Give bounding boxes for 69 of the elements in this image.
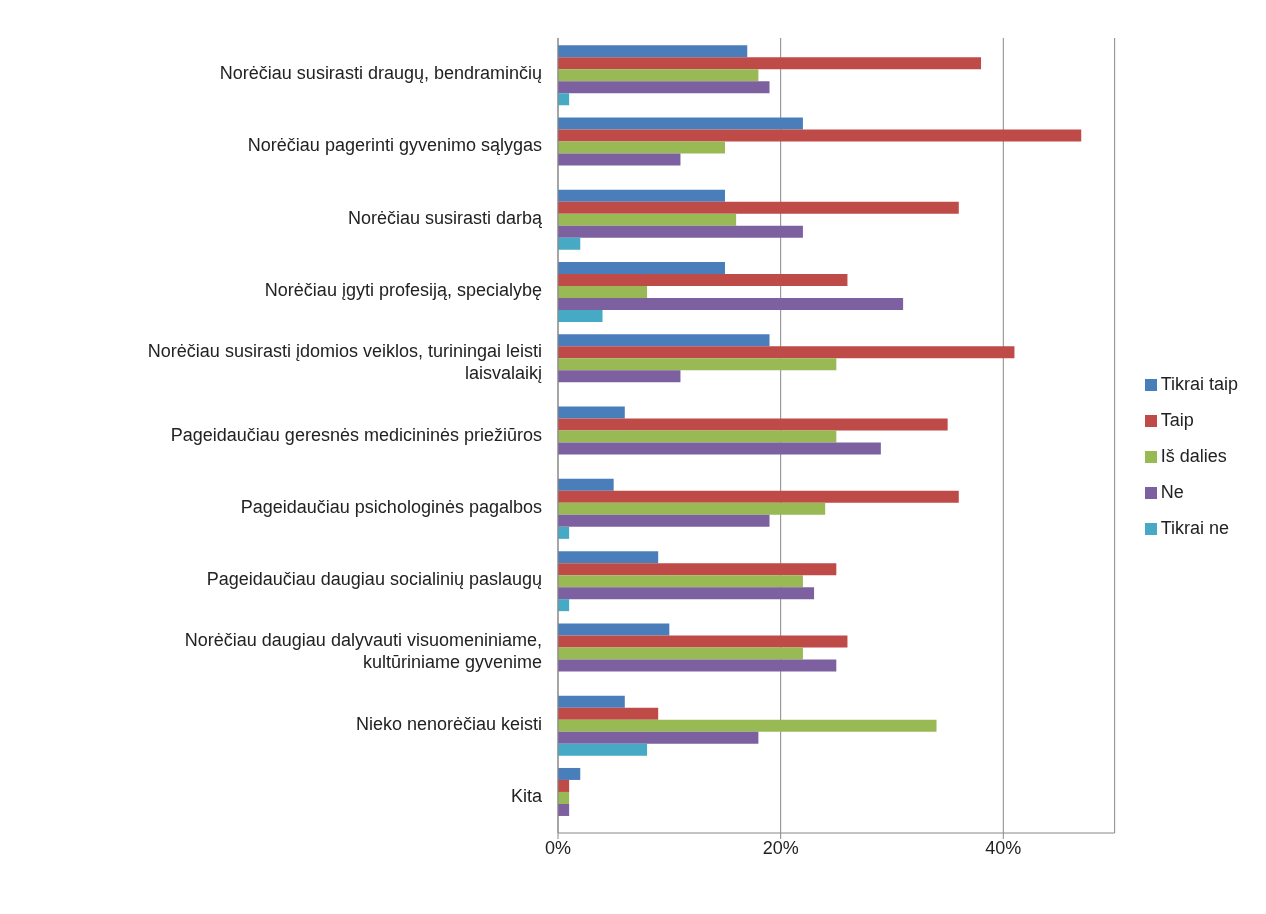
bar	[558, 647, 803, 660]
bar	[558, 57, 982, 70]
bar	[558, 623, 670, 636]
y-tick-label: Pageidaučiau daugiau socialinių paslaugų	[206, 568, 542, 589]
legend-label: Tikrai ne	[1160, 517, 1229, 538]
y-tick-label: Kita	[510, 785, 543, 806]
bar	[558, 45, 748, 58]
bar	[558, 442, 881, 455]
bar	[558, 695, 625, 708]
bar	[558, 201, 959, 214]
x-tick-label: 40%	[985, 837, 1022, 858]
bar	[558, 563, 837, 576]
bar	[558, 490, 959, 503]
bar	[558, 526, 570, 539]
bar	[558, 478, 614, 491]
bar	[558, 117, 803, 130]
bar	[558, 334, 770, 347]
bar	[558, 406, 625, 419]
legend-label: Ne	[1160, 481, 1184, 502]
bar	[558, 141, 725, 154]
bar	[558, 225, 803, 238]
bar	[558, 418, 948, 431]
bar	[558, 779, 570, 792]
legend-label: Taip	[1160, 409, 1194, 430]
bar	[558, 310, 603, 323]
x-tick-label: 0%	[544, 837, 572, 858]
y-tick-label: Norėčiau pagerinti gyvenimo sąlygas	[247, 135, 542, 156]
bar	[558, 370, 681, 383]
y-tick-label: Norėčiau daugiau dalyvauti visuomeniniame, kultūriniame gyvenime	[184, 630, 542, 673]
bar	[558, 430, 837, 443]
bar	[558, 298, 904, 311]
bar	[558, 719, 937, 732]
y-tick-label: Norėčiau įgyti profesiją, specialybę	[264, 279, 542, 300]
bar	[558, 346, 1015, 359]
x-tick-label: 20%	[762, 837, 799, 858]
bar	[558, 599, 570, 612]
bar	[558, 767, 581, 780]
bar	[558, 707, 659, 720]
bar	[558, 659, 837, 672]
y-tick-label: Norėčiau susirasti įdomios veiklos, turiningai leisti laisvalaikį	[147, 340, 542, 383]
bar	[558, 635, 848, 648]
bar	[558, 129, 1082, 142]
bar	[558, 502, 826, 515]
bar	[558, 81, 770, 94]
bar	[558, 262, 725, 275]
bar	[558, 731, 759, 744]
bar	[558, 791, 570, 804]
y-tick-label: Pageidaučiau geresnės medicininės priežiūros	[170, 424, 542, 445]
bar	[558, 587, 815, 600]
bar	[558, 803, 570, 816]
bar	[558, 93, 570, 106]
bar	[558, 575, 803, 588]
bar	[558, 189, 725, 202]
bar	[558, 743, 648, 756]
bar	[558, 274, 848, 287]
bar	[558, 153, 681, 166]
bar	[558, 551, 659, 564]
bar	[558, 237, 581, 250]
legend-label: Iš dalies	[1160, 445, 1227, 466]
bar	[558, 358, 837, 371]
bar	[558, 69, 759, 82]
bar	[558, 213, 737, 226]
bar	[558, 514, 770, 527]
legend-label: Tikrai taip	[1160, 373, 1238, 394]
y-tick-label: Nieko nenorėčiau keisti	[355, 713, 542, 734]
y-tick-label: Norėčiau susirasti draugų, bendraminčių	[219, 62, 542, 83]
y-tick-label: Norėčiau susirasti darbą	[347, 207, 543, 228]
y-tick-label: Pageidaučiau psichologinės pagalbos	[240, 496, 542, 517]
bar	[558, 286, 648, 299]
